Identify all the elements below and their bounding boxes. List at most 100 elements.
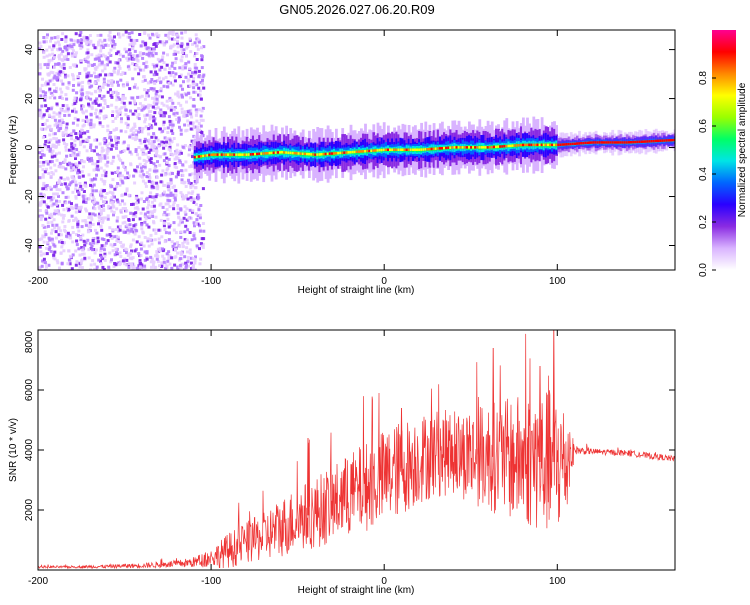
- heatmap-cell: [177, 101, 181, 105]
- heatmap-cell: [66, 58, 70, 61]
- heatmap-cell: [428, 147, 432, 151]
- heatmap-cell: [80, 252, 84, 256]
- heatmap-cell: [181, 65, 185, 69]
- heatmap-cell: [64, 128, 68, 132]
- heatmap-cell: [188, 251, 192, 255]
- heatmap-cell: [85, 198, 88, 201]
- heatmap-cell: [61, 133, 65, 137]
- heatmap-cell: [156, 138, 160, 142]
- heatmap-cell: [136, 59, 140, 63]
- heatmap-cell: [48, 45, 52, 49]
- heatmap-cell: [152, 80, 156, 84]
- heatmap-cell: [102, 82, 106, 86]
- heatmap-cell: [588, 141, 592, 144]
- heatmap-cell: [638, 140, 642, 144]
- heatmap-cell: [195, 128, 199, 132]
- heatmap-cell: [163, 210, 167, 214]
- heatmap-cell: [128, 57, 131, 61]
- heatmap-cell: [60, 109, 64, 113]
- heatmap-cell: [49, 107, 53, 111]
- heatmap-cell: [168, 96, 172, 100]
- heatmap-cell: [145, 159, 148, 163]
- heatmap-cell: [193, 268, 197, 270]
- heatmap-cell: [136, 200, 140, 204]
- heatmap-cell: [66, 187, 70, 191]
- heatmap-cell: [175, 111, 179, 115]
- heatmap-cell: [114, 90, 118, 94]
- heatmap-cell: [138, 53, 142, 57]
- heatmap-cell: [161, 40, 165, 44]
- heatmap-cell: [129, 243, 133, 247]
- heatmap-cell: [171, 61, 175, 65]
- heatmap-cell: [71, 109, 74, 113]
- heatmap-cell: [127, 265, 131, 269]
- heatmap-cell: [148, 114, 152, 118]
- heatmap-cell: [177, 216, 181, 220]
- heatmap-cell: [58, 200, 62, 203]
- heatmap-cell: [52, 136, 56, 140]
- heatmap-cell: [162, 184, 166, 187]
- heatmap-cell: [117, 261, 121, 265]
- heatmap-cell: [129, 245, 133, 249]
- heatmap-cell: [59, 233, 63, 237]
- heatmap-cell: [122, 140, 126, 144]
- heatmap-cell: [158, 247, 162, 251]
- heatmap-cell: [82, 252, 86, 256]
- heatmap-cell: [151, 142, 155, 146]
- heatmap-cell: [126, 83, 129, 87]
- heatmap-cell: [113, 66, 117, 70]
- heatmap-cell: [194, 255, 197, 259]
- heatmap-cell: [195, 218, 199, 222]
- heatmap-cell: [167, 71, 171, 75]
- heatmap-cell: [160, 95, 164, 99]
- heatmap-cell: [129, 129, 133, 133]
- heatmap-cell: [461, 146, 465, 149]
- heatmap-cell: [184, 160, 188, 164]
- heatmap-cell: [133, 232, 137, 236]
- heatmap-cell: [416, 148, 419, 151]
- heatmap-cell: [201, 244, 205, 248]
- heatmap-cell: [131, 77, 135, 81]
- heatmap-cell: [81, 139, 85, 143]
- heatmap-cell: [38, 151, 42, 155]
- heatmap-cell: [137, 130, 141, 134]
- heatmap-cell: [85, 94, 89, 98]
- heatmap-cell: [54, 184, 58, 188]
- heatmap-cell: [147, 179, 151, 183]
- heatmap-cell: [245, 153, 249, 156]
- heatmap-cell: [189, 127, 193, 131]
- heatmap-cell: [167, 82, 171, 85]
- heatmap-cell: [109, 200, 113, 204]
- heatmap-cell: [490, 145, 494, 149]
- heatmap-cell: [151, 63, 155, 66]
- heatmap-cell: [119, 208, 123, 212]
- heatmap-cell: [133, 249, 137, 253]
- heatmap-cell: [169, 194, 173, 197]
- heatmap-cell: [176, 143, 180, 147]
- heatmap-cell: [72, 77, 76, 81]
- heatmap-cell: [192, 72, 196, 76]
- heatmap-cell: [148, 168, 152, 172]
- heatmap-cell: [627, 141, 631, 144]
- heatmap-cell: [67, 249, 71, 253]
- heatmap-cell: [76, 164, 80, 168]
- heatmap-cell: [196, 125, 200, 129]
- heatmap-cell: [121, 181, 125, 185]
- heatmap-cell: [54, 209, 58, 213]
- heatmap-cell: [51, 115, 54, 119]
- heatmap-cell: [193, 176, 197, 179]
- heatmap-cell: [172, 201, 176, 204]
- heatmap-cell: [109, 234, 113, 238]
- heatmap-cell: [48, 87, 52, 91]
- heatmap-cell: [99, 46, 103, 50]
- heatmap-cell: [127, 262, 131, 266]
- heatmap-cell: [68, 183, 72, 187]
- heatmap-cell: [56, 181, 60, 185]
- heatmap-cell: [192, 267, 195, 270]
- heatmap-cell: [49, 196, 53, 200]
- heatmap-cell: [270, 151, 274, 155]
- heatmap-cell: [79, 41, 83, 45]
- heatmap-cell: [40, 104, 44, 108]
- heatmap-cell: [143, 88, 147, 92]
- heatmap-cell: [59, 251, 63, 255]
